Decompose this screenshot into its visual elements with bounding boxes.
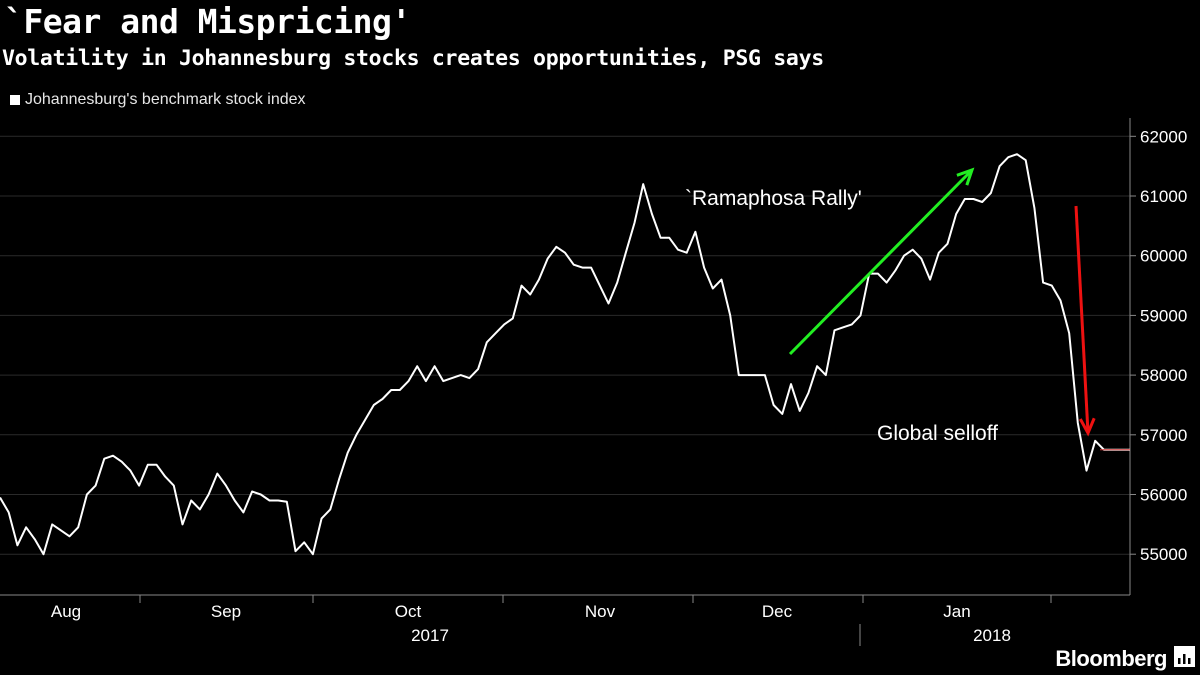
y-tick-label: 58000	[1140, 366, 1187, 385]
x-tick-label: Oct	[395, 602, 422, 621]
y-tick-label: 62000	[1140, 127, 1187, 146]
y-tick-label: 59000	[1140, 306, 1187, 325]
year-label: 2018	[973, 626, 1011, 645]
rally-annotation: `Ramaphosa Rally'	[685, 187, 862, 210]
x-tick-label: Dec	[762, 602, 793, 621]
bloomberg-logo: Bloomberg	[1055, 646, 1167, 671]
selloff-arrow-head	[1078, 417, 1096, 437]
y-tick-label: 57000	[1140, 426, 1187, 445]
y-tick-label: 60000	[1140, 247, 1187, 266]
chart-title: `Fear and Mispricing'	[4, 2, 411, 41]
x-tick-label: Jan	[943, 602, 970, 621]
x-tick-label: Nov	[585, 602, 616, 621]
legend: Johannesburg's benchmark stock index	[10, 91, 306, 109]
rally-arrow-head	[956, 167, 975, 186]
y-tick-label: 61000	[1140, 187, 1187, 206]
year-label: 2017	[411, 626, 449, 645]
x-tick-label: Sep	[211, 602, 241, 621]
y-tick-label: 56000	[1140, 486, 1187, 505]
legend-label: Johannesburg's benchmark stock index	[25, 91, 306, 108]
selloff-arrow	[1074, 205, 1096, 437]
legend-swatch	[10, 95, 20, 105]
selloff-annotation: Global selloff	[877, 422, 998, 445]
x-tick-label: Aug	[51, 602, 81, 621]
rally-arrow-shaft	[788, 168, 974, 356]
y-tick-label: 55000	[1140, 545, 1187, 564]
bloomberg-terminal-icon	[1174, 646, 1195, 667]
chart-subtitle: Volatility in Johannesburg stocks create…	[2, 46, 824, 71]
selloff-arrow-shaft	[1074, 205, 1090, 434]
rally-arrow	[788, 167, 975, 356]
index-series-line	[0, 153, 1130, 556]
